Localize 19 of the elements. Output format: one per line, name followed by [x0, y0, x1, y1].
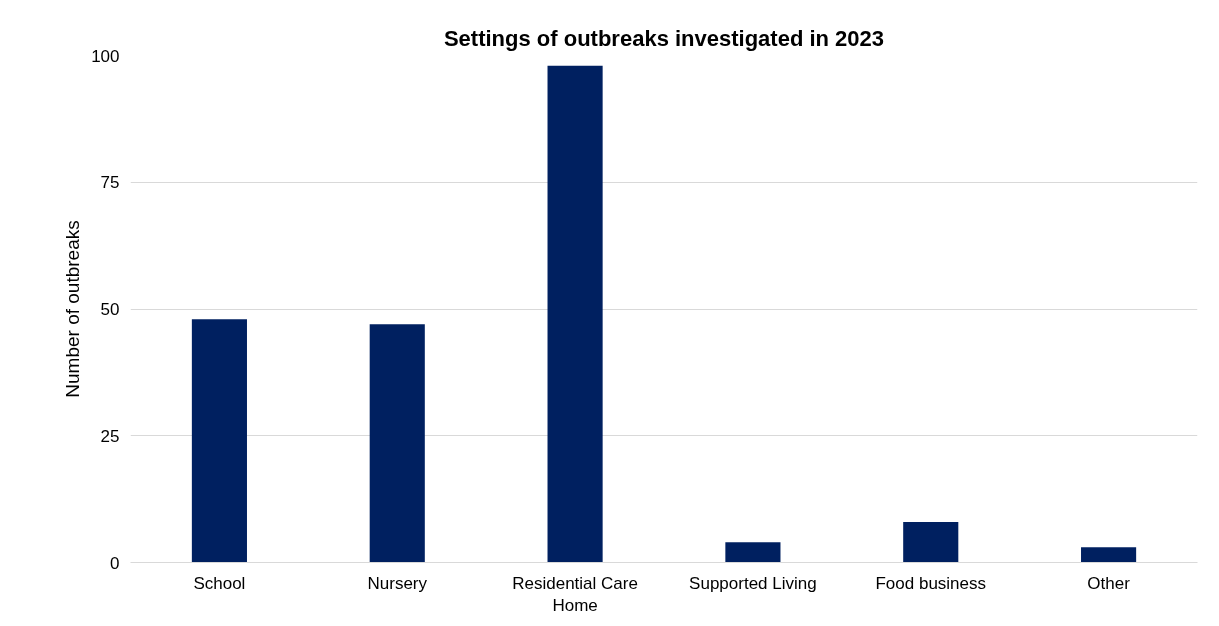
x-tick-label: Other: [1087, 573, 1131, 593]
bar: [1081, 547, 1137, 563]
x-tick-label: Food business: [875, 573, 987, 593]
y-tick-label: 75: [100, 173, 120, 193]
x-tick-label: Nursery: [367, 573, 428, 593]
bar: [547, 65, 603, 563]
chart-title: Settings of outbreaks investigated in 2023: [443, 25, 885, 51]
bar: [191, 319, 247, 563]
y-tick-label: 25: [100, 426, 120, 446]
bar: [903, 521, 959, 563]
x-tick-label: Supported Living: [689, 573, 817, 593]
y-axis-title: Number of outbreaks: [62, 220, 84, 398]
bar: [369, 324, 425, 563]
y-tick-label: 50: [100, 300, 120, 319]
y-tick-label: 0: [110, 553, 120, 573]
bar: [725, 542, 781, 563]
y-tick-label: 100: [91, 46, 120, 66]
x-tick-label: Residential Care Home: [512, 573, 638, 616]
x-tick-label: School: [193, 573, 246, 593]
